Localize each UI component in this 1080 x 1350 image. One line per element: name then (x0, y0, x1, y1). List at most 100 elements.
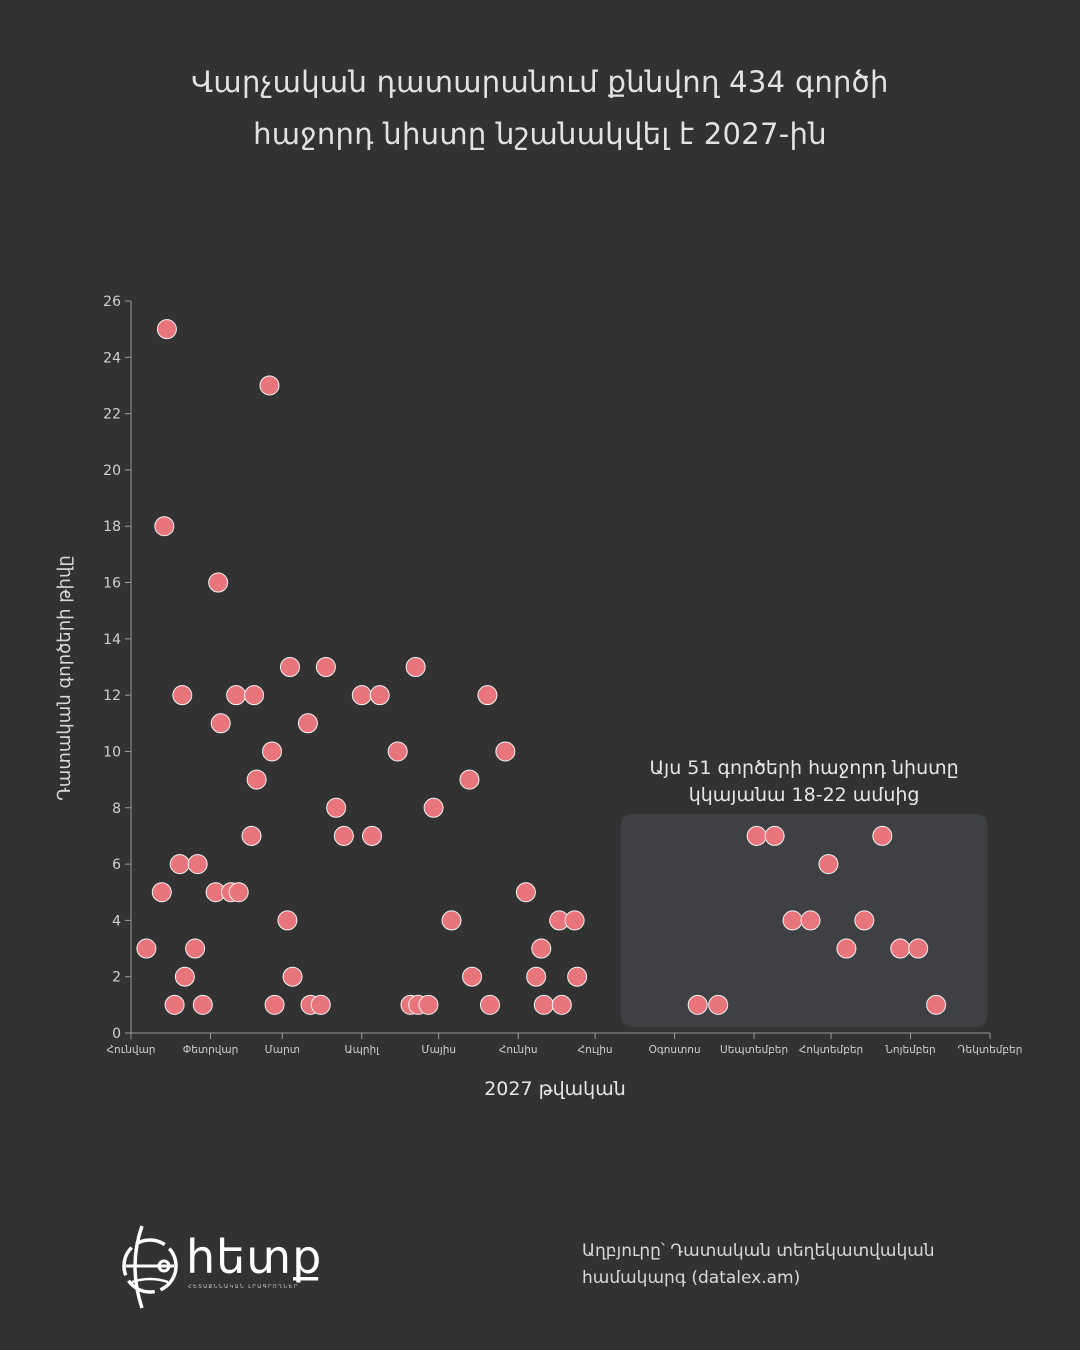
data-point (315, 657, 336, 677)
y-tick-label: 4 (112, 913, 121, 929)
chart-title: Վարչական դատարանում քննվող 434 գործի հաջ… (90, 56, 990, 160)
data-point (818, 854, 839, 875)
data-point (423, 797, 444, 818)
annotation-line-1: Այս 51 գործերի հաջորդ նիստը (650, 757, 959, 779)
y-tick-label: 22 (103, 407, 121, 423)
x-tick-label: Հոկտեմբեր (799, 1044, 863, 1056)
data-point (136, 938, 157, 959)
x-tick-label: Ապրիլ (345, 1044, 381, 1056)
x-axis-label: 2027 թվական (484, 1078, 626, 1100)
data-point (890, 938, 911, 959)
source-note: Աղբյուրը՝ Դատական տեղեկատվական համակարգ … (582, 1238, 1022, 1292)
data-point (228, 882, 249, 903)
logo-wordmark: հետք (186, 1230, 323, 1284)
title-line-1: Վարչական դատարանում քննվող 434 գործի (191, 65, 889, 99)
x-tick-label: Օգոստոս (649, 1044, 701, 1056)
data-point (169, 854, 190, 875)
y-axis-label: Դատական գործերի թիվը (54, 555, 75, 801)
data-point (262, 741, 283, 762)
x-tick-label: Սեպտեմբեր (720, 1044, 788, 1056)
data-point (282, 966, 303, 987)
data-point (172, 685, 193, 706)
data-point (244, 685, 265, 706)
data-point (187, 854, 208, 875)
y-tick-label: 14 (103, 632, 121, 648)
data-point (567, 966, 588, 987)
data-point (310, 994, 331, 1015)
data-point (174, 966, 195, 987)
y-tick-label: 20 (103, 463, 121, 479)
source-line-1: Աղբյուրը՝ Դատական տեղեկատվական (582, 1241, 935, 1261)
data-point (479, 994, 500, 1015)
data-point (226, 685, 247, 706)
data-point (279, 657, 300, 677)
data-point (459, 769, 480, 790)
data-point (405, 657, 426, 677)
data-point (836, 938, 857, 959)
data-point (156, 319, 177, 340)
title-line-2: հաջորդ նիստը նշանակվել է 2027-ին (253, 117, 827, 151)
data-point (533, 994, 554, 1015)
y-tick-label: 8 (112, 801, 121, 817)
data-point (210, 713, 231, 734)
data-point (185, 938, 206, 959)
logo: հետք ՀԵՏԱՔՆՆԱԿԱՆ ԼՐԱԳՐՈՂՆԵՐ (118, 1222, 338, 1314)
y-tick-label: 2 (112, 970, 121, 986)
y-tick-label: 26 (103, 294, 121, 310)
data-point (418, 994, 439, 1015)
logo-subtitle: ՀԵՏԱՔՆՆԱԿԱՆ ԼՐԱԳՐՈՂՆԵՐ (188, 1284, 299, 1290)
data-point (782, 910, 803, 931)
data-point (277, 910, 298, 931)
data-point (369, 685, 390, 706)
data-point (208, 572, 229, 593)
data-point (387, 741, 408, 762)
data-point (526, 966, 547, 987)
x-tick-label: Հուլիս (578, 1044, 613, 1056)
annotation-line-2: կկայանա 18-22 ամսից (689, 784, 920, 806)
data-point (687, 994, 708, 1015)
data-point (708, 994, 729, 1015)
globe-icon (122, 1225, 178, 1309)
data-point (326, 797, 347, 818)
x-tick-label: Հունիս (499, 1044, 538, 1056)
y-tick-label: 12 (103, 688, 121, 704)
data-point (551, 994, 572, 1015)
x-tick-label: Մարտ (265, 1044, 300, 1056)
x-tick-label: Նոյեմբեր (885, 1044, 935, 1056)
y-tick-label: 6 (112, 857, 121, 873)
data-point (746, 825, 767, 846)
y-tick-label: 10 (103, 744, 121, 760)
data-point (908, 938, 929, 959)
data-point (241, 825, 262, 846)
y-tick-label: 0 (112, 1026, 121, 1042)
data-point (462, 966, 483, 987)
data-point (564, 910, 585, 931)
data-point (495, 741, 516, 762)
data-point (264, 994, 285, 1015)
data-point (164, 994, 185, 1015)
y-tick-label: 24 (103, 350, 121, 366)
data-point (531, 938, 552, 959)
y-tick-label: 16 (103, 576, 121, 592)
data-point (477, 685, 498, 706)
data-point (764, 825, 785, 846)
data-point (872, 825, 893, 846)
data-point (151, 882, 172, 903)
data-point (333, 825, 354, 846)
x-tick-label: Դեկտեմբեր (958, 1044, 1023, 1056)
x-tick-label: Հունվար (107, 1044, 156, 1056)
data-point (515, 882, 536, 903)
data-point (800, 910, 821, 931)
x-tick-label: Մայիս (421, 1044, 456, 1056)
data-point (441, 910, 462, 931)
data-point (259, 375, 280, 396)
data-point (154, 516, 175, 537)
source-line-2: համակարգ (datalex.am) (582, 1268, 801, 1288)
data-point (854, 910, 875, 931)
x-tick-label: Փետրվար (183, 1044, 239, 1056)
data-point (351, 685, 372, 706)
data-point (297, 713, 318, 734)
data-point (246, 769, 267, 790)
data-point (362, 825, 383, 846)
